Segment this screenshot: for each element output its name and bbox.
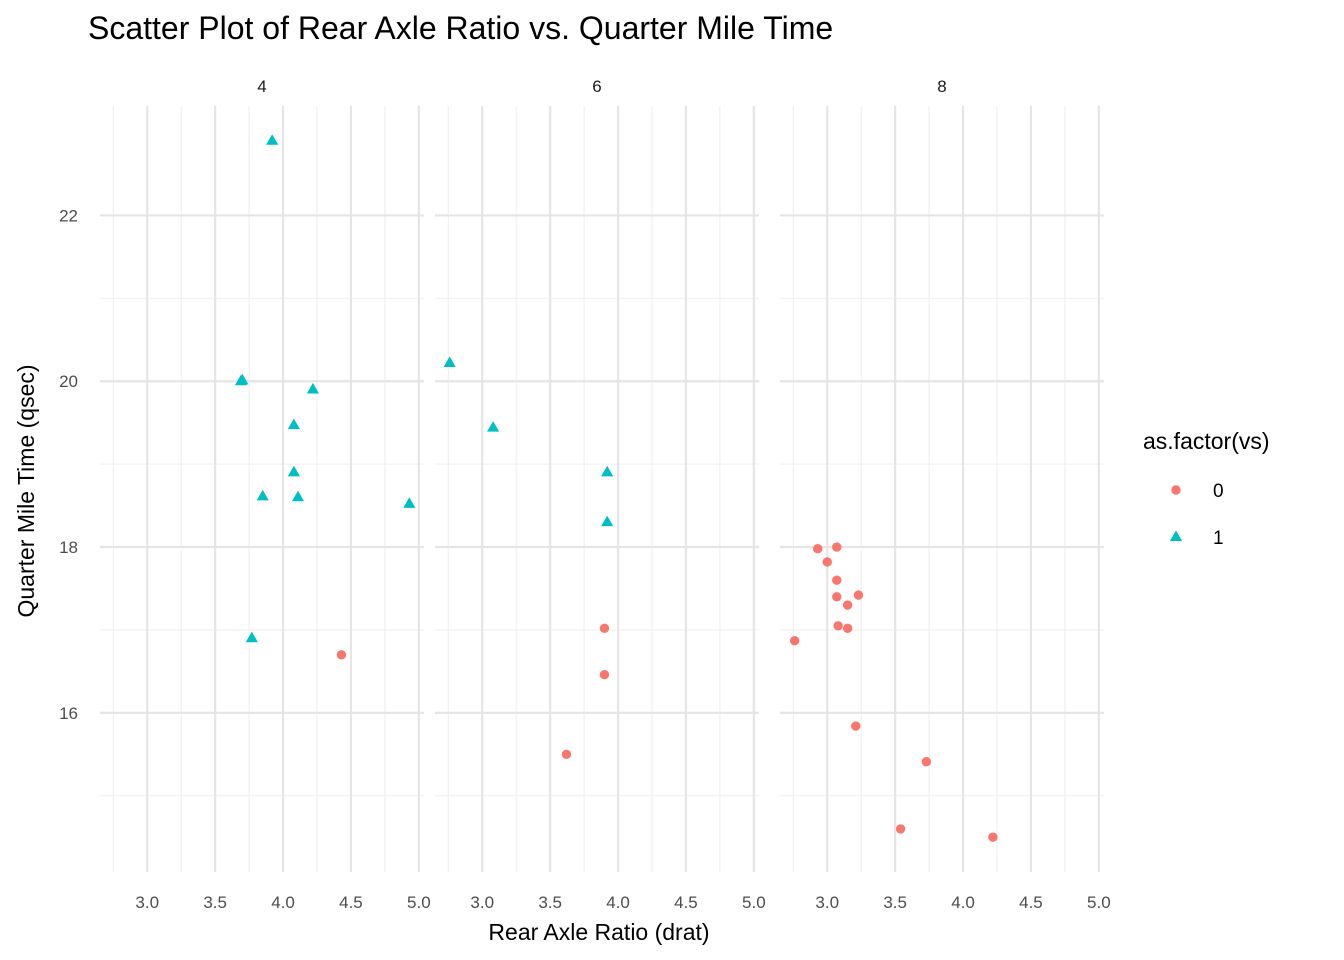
y-tick-label: 16 [59,704,78,723]
data-point-vs-0 [842,623,853,633]
data-point-vs-0 [813,543,823,554]
data-point-vs-0 [336,650,347,660]
facet-panel-4: 4 3.0 3.5 4.0 4.5 5.0 [100,77,431,912]
x-tick-label: 3.5 [538,893,562,912]
legend-item-1: 1 [1169,528,1224,549]
x-axis-label: Rear Axle Ratio (drat) [488,919,709,945]
data-point-vs-0 [921,757,932,767]
data-point-vs-1 [443,356,456,367]
data-point-vs-0 [988,832,998,842]
x-tick-label: 5.0 [742,893,766,912]
legend: as.factor(vs) 01 [1143,428,1270,549]
legend-items: 01 [1169,481,1224,549]
legend-key-triangle [1169,530,1183,541]
legend-key-circle [1171,485,1181,495]
legend-label: 1 [1213,528,1224,549]
facet-strip-label: 6 [592,77,601,96]
data-point-vs-0 [832,542,842,552]
y-tick-label: 20 [59,372,78,391]
data-point-vs-0 [895,824,906,834]
data-point-vs-0 [822,557,832,567]
y-tick-label: 18 [59,538,78,557]
data-point-vs-1 [266,134,279,145]
data-point-vs-0 [842,600,853,610]
facet-strip-label: 8 [937,77,946,96]
y-tick-label: 22 [59,206,78,225]
data-point-vs-0 [832,575,842,585]
data-point-vs-1 [245,631,258,643]
data-point-vs-0 [599,669,610,680]
data-point-vs-1 [601,465,614,477]
data-point-vs-1 [287,418,300,430]
data-point-vs-1 [291,490,305,502]
data-point-vs-0 [833,621,843,631]
x-tick-label: 3.0 [135,893,159,912]
x-tick-label: 4.0 [271,893,295,912]
data-point-vs-1 [403,497,416,508]
data-point-vs-0 [853,590,864,600]
facet-panels: 43.0 3.5 4.0 4.5 5.063.0 3.5 4.0 4.5 5.083.0 3.5 4… [59,77,1111,912]
data-point-vs-0 [851,721,861,731]
x-tick-label: 3.0 [470,893,494,912]
x-tick-label: 4.5 [1019,893,1043,912]
x-tick-label: 5.0 [1087,893,1111,912]
data-point-vs-1 [287,465,300,477]
legend-label: 0 [1213,481,1224,502]
x-tick-label: 3.5 [203,893,227,912]
x-tick-label: 4.0 [951,893,975,912]
chart-title: Scatter Plot of Rear Axle Ratio vs. Quar… [88,10,833,46]
data-point-vs-1 [487,421,500,432]
data-point-vs-1 [306,382,319,394]
data-point-vs-0 [832,592,842,602]
data-point-vs-1 [256,489,269,501]
data-point-vs-0 [561,749,572,759]
legend-item-0: 0 [1171,481,1224,502]
data-point-vs-0 [599,623,610,633]
legend-title: as.factor(vs) [1143,428,1270,454]
x-tick-label: 3.5 [883,893,907,912]
facet-panel-6: 6 3.0 3.5 4.0 4.5 5.0 [435,77,766,912]
facet-panel-8: 8 3.0 3.5 4.0 4.5 5.0 [780,77,1111,912]
x-tick-label: 4.5 [339,893,363,912]
x-tick-label: 4.0 [606,893,630,912]
x-tick-label: 4.5 [674,893,698,912]
data-point-vs-0 [789,636,800,646]
x-tick-label: 5.0 [407,893,431,912]
data-points [234,134,998,842]
data-point-vs-1 [236,373,249,385]
x-tick-label: 3.0 [815,893,839,912]
y-axis-label: Quarter Mile Time (qsec) [13,364,39,617]
data-point-vs-1 [601,515,614,527]
facet-strip-label: 4 [257,77,266,96]
